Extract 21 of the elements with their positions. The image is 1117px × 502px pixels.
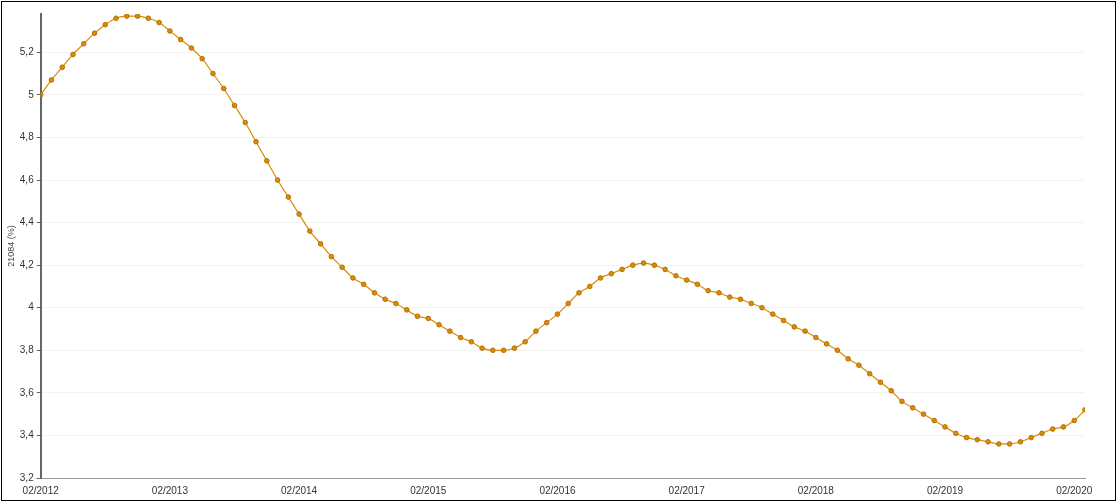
y-tick-label: 3,4 [19, 429, 35, 441]
y-tick-label: 4,8 [19, 131, 35, 143]
y-tick-label: 3,2 [19, 471, 35, 483]
y-tick-label: 5 [28, 88, 35, 100]
x-tick-label: 02/2014 [281, 484, 318, 496]
y-tick-label: 4,2 [19, 258, 35, 270]
x-tick-label: 02/2013 [151, 484, 189, 496]
x-tick-label: 02/2020 [1056, 484, 1093, 496]
x-tick-label: 02/2017 [668, 484, 706, 496]
y-tick-label: 4,6 [19, 173, 35, 185]
y-axis-title: 21084 (%) [5, 225, 16, 267]
y-tick-label: 4 [28, 301, 35, 313]
y-tick-label: 5,2 [19, 46, 35, 58]
y-tick-label: 4,4 [19, 216, 35, 228]
x-tick-label: 02/2012 [22, 484, 60, 496]
x-tick-label: 02/2018 [797, 484, 835, 496]
x-tick-label: 02/2016 [539, 484, 576, 496]
y-tick-label: 3,6 [19, 386, 35, 398]
y-tick-label: 3,8 [19, 344, 35, 356]
x-tick-label: 02/2015 [410, 484, 447, 496]
x-tick-label: 02/2019 [926, 484, 964, 496]
